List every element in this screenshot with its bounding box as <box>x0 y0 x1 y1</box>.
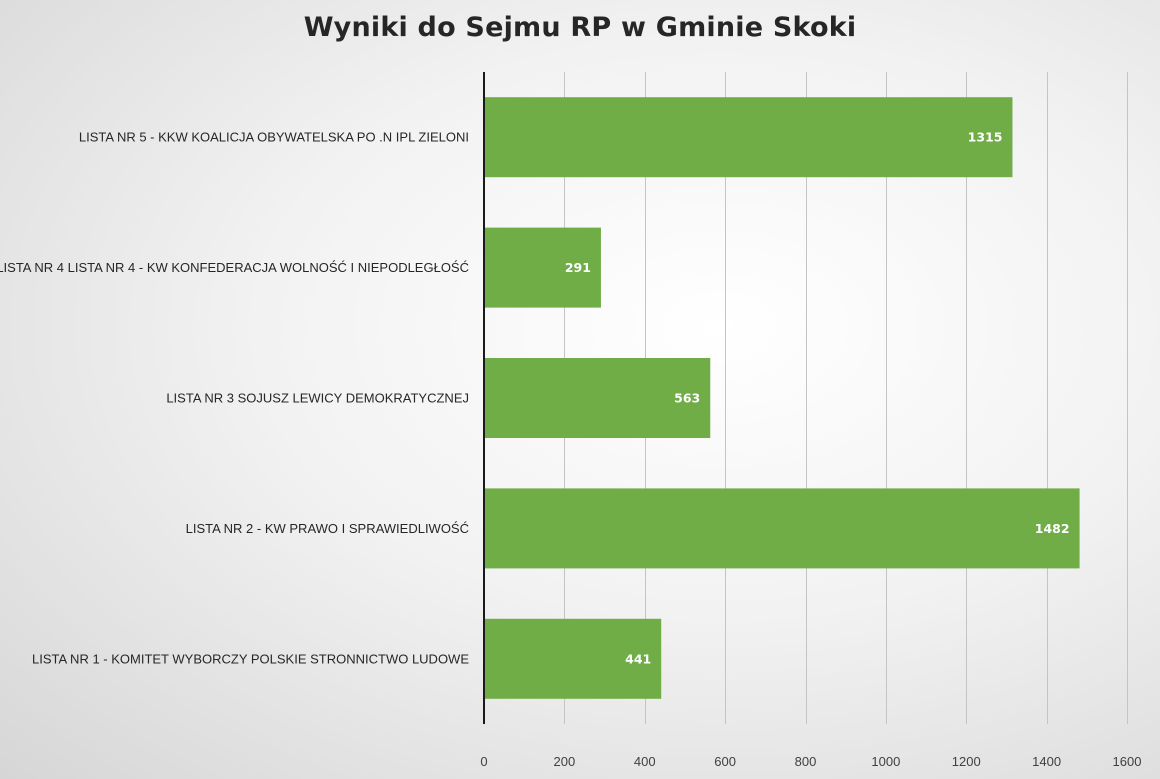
category-labels: LISTA NR 5 - KKW KOALICJA OBYWATELSKA PO… <box>0 130 469 667</box>
x-tick-label: 1400 <box>1032 754 1061 769</box>
data-label: 291 <box>565 260 591 275</box>
bar <box>484 488 1080 569</box>
bar <box>484 358 711 438</box>
x-tick-label: 1200 <box>952 754 981 769</box>
data-label: 441 <box>625 651 651 666</box>
data-labels: 1315 291 563 1482 441 <box>565 130 1070 667</box>
x-tick-label: 400 <box>634 754 656 769</box>
chart-title: Wyniki do Sejmu RP w Gminie Skoki <box>303 12 857 43</box>
category-label: LISTA NR 1 - KOMITET WYBORCZY POLSKIE ST… <box>32 651 469 666</box>
data-label: 1315 <box>968 130 1003 145</box>
category-label: LISTA NR 5 - KKW KOALICJA OBYWATELSKA PO… <box>79 130 469 145</box>
bar <box>484 618 662 699</box>
x-tick-label: 0 <box>480 754 487 769</box>
x-tick-label: 800 <box>795 754 817 769</box>
category-label: LISTA NR 4 LISTA NR 4 - KW KONFEDERACJA … <box>0 260 469 275</box>
category-label: LISTA NR 3 SOJUSZ LEWICY DEMOKRATYCZNEJ <box>166 391 469 406</box>
bar <box>484 97 1013 178</box>
x-tick-label: 200 <box>554 754 576 769</box>
x-tick-label: 1600 <box>1113 754 1142 769</box>
x-tick-label: 600 <box>714 754 736 769</box>
data-label: 1482 <box>1035 521 1070 536</box>
bars <box>484 97 1080 699</box>
category-label: LISTA NR 2 - KW PRAWO I SPRAWIEDLIWOŚĆ <box>186 521 469 536</box>
data-label: 563 <box>674 391 700 406</box>
x-tick-label: 1000 <box>871 754 900 769</box>
bar <box>484 227 601 308</box>
x-tick-labels: 0 200 400 600 800 1000 1200 1400 1600 <box>480 754 1141 769</box>
